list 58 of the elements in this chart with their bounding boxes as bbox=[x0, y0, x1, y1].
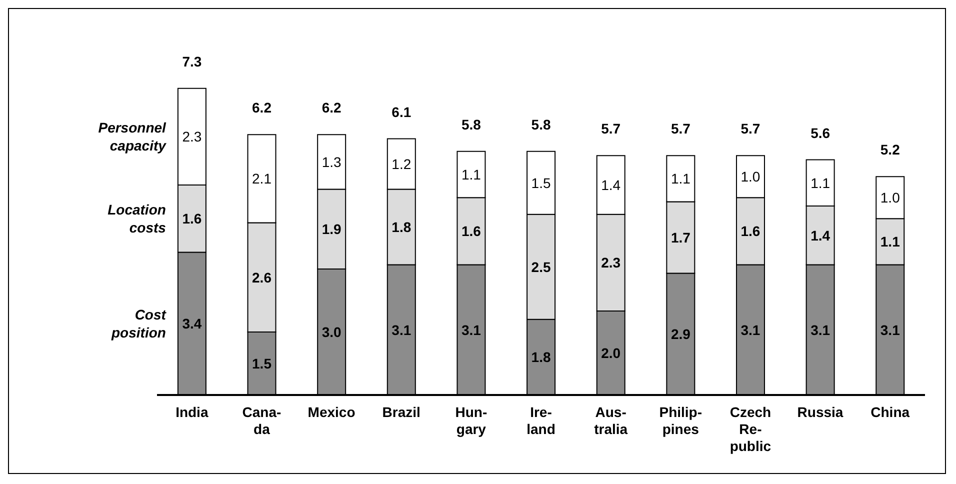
data-label: 1.3 bbox=[322, 154, 342, 170]
data-label: 1.8 bbox=[531, 349, 551, 366]
total-label: 6.2 bbox=[322, 100, 342, 116]
data-label: 1.4 bbox=[810, 227, 830, 244]
data-label: 1.7 bbox=[670, 230, 691, 246]
data-label: 2.3 bbox=[182, 128, 202, 145]
x-tick-label: Russia bbox=[797, 404, 844, 420]
data-label: 1.1 bbox=[880, 234, 900, 250]
data-label: 1.0 bbox=[740, 168, 760, 185]
series-label: Personnel capacity bbox=[98, 120, 168, 154]
x-tick-label: Czech Re- public bbox=[730, 404, 772, 454]
data-label: 3.1 bbox=[880, 322, 900, 338]
data-label: 1.1 bbox=[670, 170, 691, 187]
total-label: 5.2 bbox=[880, 142, 900, 158]
total-label: 5.7 bbox=[601, 120, 621, 137]
x-tick-label: Brazil bbox=[382, 404, 420, 420]
data-label: 3.1 bbox=[461, 322, 482, 338]
data-label: 3.1 bbox=[740, 322, 760, 338]
data-label: 1.8 bbox=[392, 219, 412, 235]
x-tick-label: Mexico bbox=[308, 404, 356, 420]
data-label: 1.5 bbox=[252, 356, 272, 372]
total-label: 7.3 bbox=[182, 53, 202, 70]
data-label: 1.1 bbox=[810, 174, 830, 191]
x-tick-label: Aus- tralia bbox=[594, 404, 628, 437]
data-label: 1.2 bbox=[392, 156, 412, 172]
total-label: 5.7 bbox=[670, 120, 691, 137]
data-label: 2.6 bbox=[252, 269, 272, 286]
total-label: 5.6 bbox=[810, 124, 830, 141]
data-label: 2.1 bbox=[252, 170, 272, 187]
x-tick-label: India bbox=[176, 404, 208, 420]
total-label: 5.8 bbox=[531, 116, 551, 132]
data-label: 2.0 bbox=[601, 345, 621, 361]
series-label: Cost position bbox=[110, 306, 168, 341]
data-label: 1.6 bbox=[740, 223, 760, 240]
data-label: 1.4 bbox=[601, 177, 621, 193]
total-label: 5.7 bbox=[740, 120, 760, 137]
x-tick-label: Philip- pines bbox=[659, 404, 702, 437]
data-label: 3.0 bbox=[322, 324, 342, 340]
total-label: 6.2 bbox=[252, 100, 272, 116]
data-label: 1.5 bbox=[531, 174, 551, 191]
data-label: 3.1 bbox=[392, 322, 412, 338]
total-label: 6.1 bbox=[392, 104, 412, 120]
data-label: 2.3 bbox=[601, 254, 621, 271]
series-label: Location costs bbox=[108, 202, 166, 236]
data-label: 2.5 bbox=[531, 258, 551, 275]
data-label: 3.1 bbox=[810, 322, 830, 338]
x-tick-label: Hun- gary bbox=[455, 404, 488, 437]
x-tick-label: Cana- da bbox=[242, 404, 282, 437]
data-label: 1.1 bbox=[461, 166, 482, 182]
x-tick-label: China bbox=[870, 404, 910, 420]
data-label: 2.9 bbox=[670, 326, 691, 342]
data-label: 1.6 bbox=[461, 223, 482, 240]
data-label: 1.9 bbox=[322, 221, 342, 238]
data-label: 3.4 bbox=[182, 316, 202, 332]
total-label: 5.8 bbox=[461, 116, 482, 132]
x-tick-label: Ire- land bbox=[526, 404, 556, 437]
data-label: 1.0 bbox=[880, 190, 900, 206]
data-label: 1.6 bbox=[182, 210, 202, 227]
